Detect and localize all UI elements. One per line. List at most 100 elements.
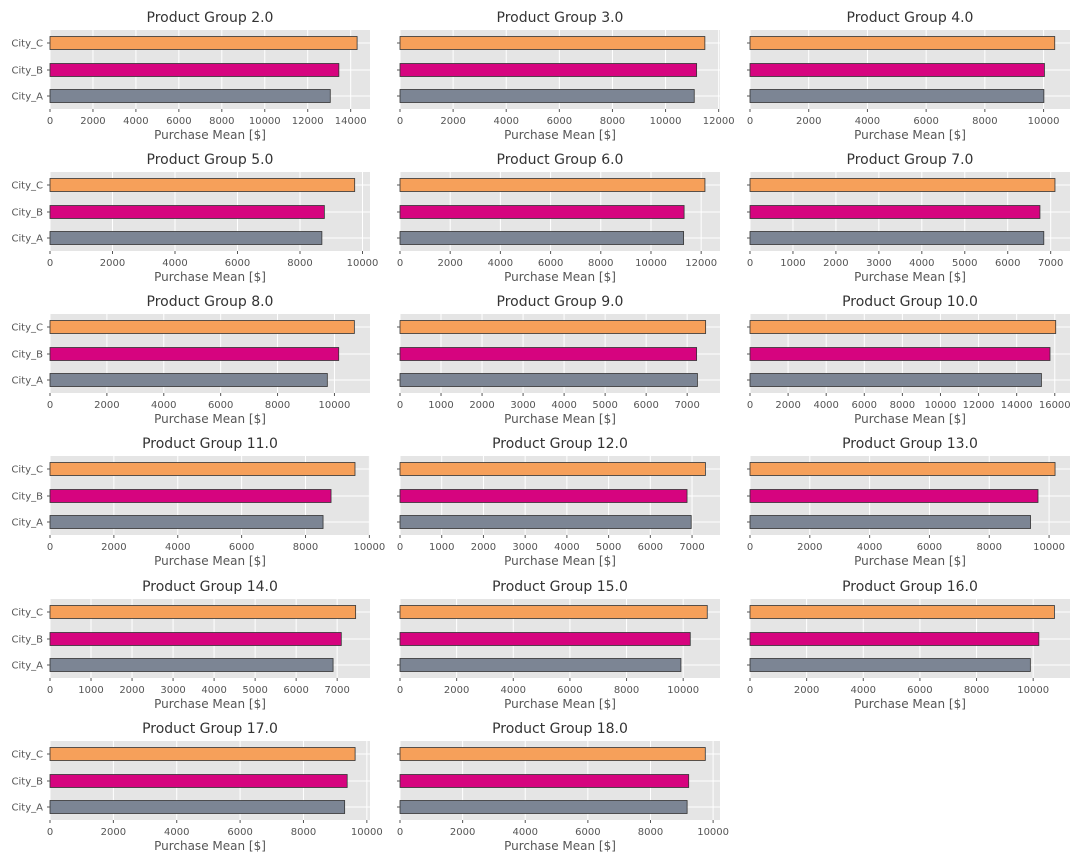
subplot-product-group-11-0: Product Group 11.0 City_A City_B City_C 0 200… — [11, 436, 385, 568]
x-tick-label: 8000 — [588, 258, 613, 269]
x-axis-label: Purchase Mean [$] — [504, 412, 616, 426]
x-tick-label: 2000 — [797, 542, 822, 553]
subplot-product-group-12-0: Product Group 12.0 0 1000 2000 3000 4000 5000 6… — [397, 436, 720, 568]
x-tick-label: 4000 — [513, 827, 538, 838]
x-axis-label: Purchase Mean [$] — [854, 697, 966, 711]
x-tick-label: 8000 — [614, 685, 639, 696]
x-tick-label: 3000 — [866, 258, 891, 269]
y-tick-label: City_C — [11, 323, 43, 334]
x-tick-label: 4000 — [857, 542, 882, 553]
subplot-product-group-3-0: Product Group 3.0 0 2000 4000 6000 8000 10000 1… — [397, 10, 735, 142]
x-tick-label: 6000 — [229, 542, 254, 553]
x-tick-label: 12000 — [963, 400, 995, 411]
x-tick-label: 0 — [397, 827, 403, 838]
x-tick-label: 10000 — [1028, 116, 1060, 127]
x-tick-label: 0 — [47, 542, 53, 553]
x-tick-label: 6000 — [538, 258, 563, 269]
y-tick-label: City_B — [12, 350, 44, 361]
bar-city-a — [49, 231, 323, 245]
x-tick-label: 16000 — [1039, 400, 1071, 411]
bar-city-a — [399, 658, 682, 672]
bar-city-b — [49, 489, 332, 503]
subplot-product-group-14-0: Product Group 14.0 City_A City_B City_C 0 100… — [11, 579, 370, 711]
x-tick-label: 6000 — [917, 542, 942, 553]
x-tick-label: 0 — [397, 685, 403, 696]
bar-city-a — [749, 373, 1042, 387]
x-axis-label: Purchase Mean [$] — [154, 697, 266, 711]
bar-city-c — [749, 36, 1056, 50]
x-tick-label: 10000 — [697, 827, 729, 838]
bar-city-b — [749, 205, 1041, 219]
chart-title: Product Group 8.0 — [147, 294, 274, 310]
bar-city-c — [49, 320, 355, 334]
chart-title: Product Group 17.0 — [142, 721, 278, 737]
x-tick-label: 8000 — [890, 400, 915, 411]
bar-city-c — [49, 178, 356, 192]
x-tick-label: 1000 — [429, 542, 454, 553]
subplot-product-group-7-0: Product Group 7.0 0 1000 2000 3000 4000 5000 60… — [747, 152, 1070, 284]
bar-city-b — [49, 632, 342, 646]
x-tick-label: 14000 — [1001, 400, 1033, 411]
x-tick-label: 4000 — [551, 400, 576, 411]
x-tick-label: 10000 — [925, 400, 957, 411]
subplot-product-group-13-0: Product Group 13.0 0 2000 4000 6000 8000 10000… — [747, 436, 1070, 568]
x-axis-label: Purchase Mean [$] — [504, 270, 616, 284]
chart-title: Product Group 14.0 — [142, 579, 278, 595]
x-tick-label: 10000 — [347, 258, 379, 269]
x-tick-label: 2000 — [437, 258, 462, 269]
y-tick-label: City_B — [12, 208, 44, 219]
x-tick-label: 2000 — [794, 685, 819, 696]
x-tick-label: 2000 — [101, 542, 126, 553]
x-axis-label: Purchase Mean [$] — [154, 128, 266, 142]
x-axis-label: Purchase Mean [$] — [854, 412, 966, 426]
x-tick-label: 4000 — [909, 258, 934, 269]
x-axis-label: Purchase Mean [$] — [854, 554, 966, 568]
bar-city-c — [399, 605, 708, 619]
x-tick-label: 5000 — [952, 258, 977, 269]
x-axis-label: Purchase Mean [$] — [154, 839, 266, 853]
bar-city-c — [399, 320, 707, 334]
x-tick-label: 6000 — [208, 400, 233, 411]
bar-city-a — [49, 800, 346, 814]
bar-city-a — [399, 515, 692, 529]
bar-city-b — [399, 347, 698, 361]
x-tick-label: 6000 — [547, 116, 572, 127]
bar-city-b — [49, 205, 325, 219]
bar-city-a — [399, 800, 688, 814]
x-tick-label: 6000 — [907, 685, 932, 696]
bar-city-b — [399, 489, 688, 503]
x-axis-label: Purchase Mean [$] — [154, 270, 266, 284]
subplot-product-group-9-0: Product Group 9.0 0 1000 2000 3000 4000 5000 60… — [397, 294, 720, 426]
x-tick-label: 12000 — [685, 258, 717, 269]
subplot-product-group-8-0: Product Group 8.0 City_A City_B City_C 0 2000… — [11, 294, 370, 426]
y-tick-label: City_B — [12, 66, 44, 77]
bar-city-b — [399, 205, 685, 219]
x-tick-label: 10000 — [249, 116, 281, 127]
x-tick-label: 6000 — [283, 685, 308, 696]
x-tick-label: 3000 — [512, 542, 537, 553]
bar-city-a — [749, 89, 1045, 103]
x-tick-label: 8000 — [287, 258, 312, 269]
chart-title: Product Group 16.0 — [842, 579, 978, 595]
y-tick-label: City_C — [11, 39, 43, 50]
x-tick-label: 6000 — [557, 685, 582, 696]
x-tick-label: 0 — [47, 400, 53, 411]
x-tick-label: 2000 — [444, 685, 469, 696]
x-tick-label: 4000 — [488, 258, 513, 269]
bar-city-c — [399, 747, 706, 761]
bar-city-a — [49, 89, 331, 103]
x-tick-label: 8000 — [291, 827, 316, 838]
y-tick-label: City_C — [11, 750, 43, 761]
x-tick-label: 7000 — [679, 542, 704, 553]
x-tick-label: 8000 — [638, 827, 663, 838]
x-axis-label: Purchase Mean [$] — [504, 697, 616, 711]
bar-city-c — [49, 605, 357, 619]
y-tick-label: City_B — [12, 635, 44, 646]
x-tick-label: 4000 — [162, 258, 187, 269]
x-tick-label: 2000 — [823, 258, 848, 269]
x-tick-label: 14000 — [335, 116, 367, 127]
bar-city-c — [749, 178, 1056, 192]
x-tick-label: 0 — [47, 685, 53, 696]
subplot-product-group-4-0: Product Group 4.0 0 2000 4000 6000 8000 10000 P… — [747, 10, 1070, 142]
x-tick-label: 10000 — [667, 685, 699, 696]
